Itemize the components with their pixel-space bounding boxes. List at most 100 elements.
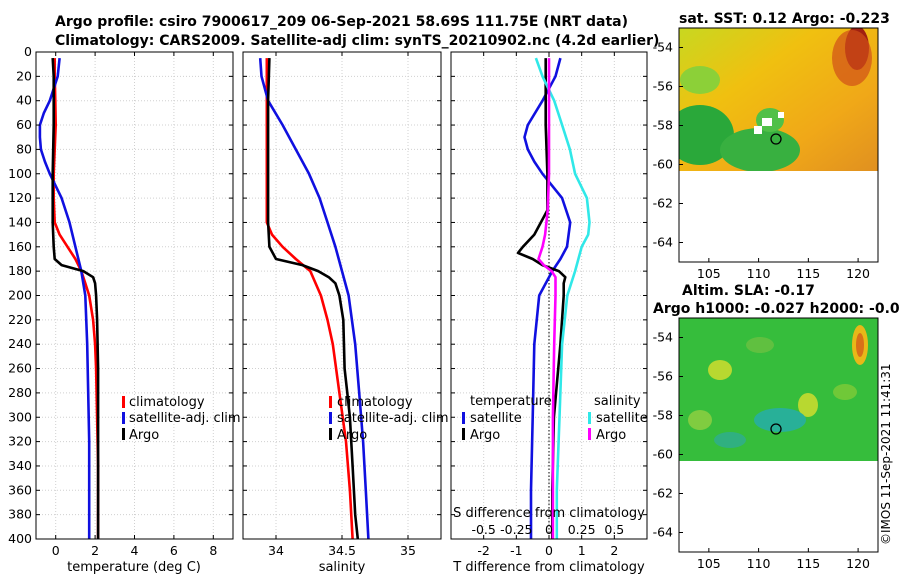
temperature-legend: climatology satellite-adj. clim Argo [122, 395, 241, 443]
sla-ticks: 105 110 115 120 -54 -56 -58 -60 -62 -64 [653, 330, 870, 572]
salinity-ticks: 34 34.5 35 [243, 51, 441, 558]
difference-sat-line [523, 57, 572, 539]
sla-heatmap [679, 318, 878, 461]
difference-ticks: -2 -1 0 1 2 -0.5 -0.25 0 0.25 0.5 [451, 51, 647, 558]
sst-cool-patch [680, 66, 720, 94]
sla-argo-marker [770, 423, 782, 435]
sla-ytick-label: -62 [653, 486, 673, 501]
p-temp-ytick-label: 40 [16, 93, 32, 108]
sst-ticks: 105 110 115 120 -54 -56 -58 -60 -62 -64 [653, 40, 870, 282]
temperature-xlabel: temperature (deg C) [67, 560, 201, 575]
sla-high-6 [746, 337, 774, 353]
sst-missing-2 [754, 126, 762, 134]
p-temp-ytick-label: 80 [16, 141, 32, 156]
sst-argo-marker [770, 133, 782, 145]
difference-xlabel: T difference from climatology [452, 560, 645, 575]
sst-ytick-label: -64 [653, 235, 673, 250]
p-diff-xtick-label: -1 [510, 543, 522, 558]
sst-map-title: sat. SST: 0.12 Argo: -0.223 [679, 11, 890, 27]
p-temp-ytick-label: 140 [8, 214, 32, 229]
sst-warm-halo [832, 30, 872, 86]
legend-label-satellite: satellite-adj. clim [337, 411, 449, 426]
salinity-legend: climatology satellite-adj. clim Argo [329, 395, 449, 443]
difference-top-label: S difference from climatology [453, 506, 645, 521]
p-sal-xtick-label: 34.5 [328, 543, 356, 558]
legend-label-climatology: climatology [337, 395, 413, 410]
p-diff-xtick-label: 2 [610, 543, 618, 558]
salinity-lines [258, 58, 370, 540]
temperature-grid [36, 51, 233, 540]
sla-high-4 [833, 384, 857, 400]
legend-title-salinity: salinity [594, 394, 641, 409]
p-temp-xtick-label: 4 [131, 543, 139, 558]
p-temp-ytick-label: 280 [8, 385, 32, 400]
temperature-clim-line [52, 58, 100, 539]
legend-title-temperature: temperature [470, 394, 552, 409]
p-temp-xtick-label: 6 [170, 543, 178, 558]
p-sal-xtick-label: 34 [268, 543, 284, 558]
p-temp-ytick-label: 120 [8, 190, 32, 205]
sst-ytick-label: -60 [653, 157, 673, 172]
salinity-panel: 34 34.5 35 salinity climatology satellite-… [242, 51, 449, 575]
sst-ytick-label: -58 [653, 118, 673, 133]
legend-swatch-climatology [122, 396, 125, 408]
p-temp-ytick-label: 200 [8, 288, 32, 303]
p-temp-ytick-label: 400 [8, 531, 32, 546]
sla-high-5 [688, 410, 712, 430]
sla-xtick-label: 115 [796, 556, 820, 571]
header-line-1: Argo profile: csiro 7900617_209 06-Sep-2… [55, 14, 628, 30]
legend-label-t-satellite: satellite [470, 411, 522, 426]
sla-ytick-label: -54 [653, 330, 673, 345]
salinity-sat-line [258, 58, 370, 540]
sla-ytick-label: -58 [653, 408, 673, 423]
sla-ytick-label: -60 [653, 447, 673, 462]
difference-panel: -2 -1 0 1 2 -0.5 -0.25 0 0.25 0.5 T difference fr… [450, 51, 648, 575]
legend-swatch-satellite [122, 412, 125, 424]
legend-label-climatology: climatology [129, 395, 205, 410]
difference-top-tick-label: -0.25 [500, 522, 532, 537]
legend-label-s-argo: Argo [596, 428, 626, 443]
p-temp-xtick-label: 8 [209, 543, 217, 558]
salinity-grid [243, 51, 441, 540]
legend-swatch-argo [329, 428, 332, 440]
p-temp-ytick-label: 300 [8, 409, 32, 424]
legend-swatch-s-argo [588, 428, 591, 440]
sst-ytick-label: -54 [653, 40, 673, 55]
legend-label-t-argo: Argo [470, 428, 500, 443]
legend-swatch-climatology [329, 396, 332, 408]
temperature-ticks: 0 2 4 6 802040608010012014016018020022024026… [8, 44, 233, 558]
p-diff-xtick-label: 1 [578, 543, 586, 558]
p-temp-ytick-label: 320 [8, 434, 32, 449]
sla-map-panel: Altim. SLA: -0.17 Argo h1000: -0.027 h20… [653, 283, 900, 571]
legend-label-argo: Argo [129, 428, 159, 443]
sla-high-core [856, 333, 864, 357]
p-diff-xtick-label: -2 [477, 543, 489, 558]
sst-missing-3 [778, 112, 784, 118]
difference-top-tick-label: -0.5 [471, 522, 495, 537]
p-temp-ytick-label: 260 [8, 361, 32, 376]
legend-swatch-argo [122, 428, 125, 440]
p-temp-ytick-label: 60 [16, 117, 32, 132]
salinity-clim-line [265, 58, 354, 540]
legend-swatch-satellite [329, 412, 332, 424]
sla-high-3 [798, 393, 818, 417]
legend-swatch-s-satellite [588, 412, 591, 424]
sst-heatmap [679, 28, 878, 171]
legend-label-s-satellite: satellite [596, 411, 648, 426]
difference-lines [516, 52, 591, 539]
sla-low-2 [714, 432, 746, 448]
legend-swatch-t-satellite [462, 412, 465, 424]
sla-axes-box [678, 317, 879, 553]
legend-swatch-t-argo [462, 428, 465, 440]
sst-xtick-label: 120 [846, 266, 870, 281]
difference-grid [451, 51, 647, 540]
temperature-panel: 0 2 4 6 802040608010012014016018020022024026… [8, 44, 240, 575]
sst-xtick-label: 110 [747, 266, 771, 281]
sla-high-2 [708, 360, 732, 380]
p-temp-ytick-label: 20 [16, 68, 32, 83]
p-temp-xtick-label: 2 [91, 543, 99, 558]
sla-map-title: Altim. SLA: -0.17 [682, 283, 815, 299]
sla-low-1 [754, 408, 806, 432]
salinity-xlabel: salinity [319, 560, 366, 575]
